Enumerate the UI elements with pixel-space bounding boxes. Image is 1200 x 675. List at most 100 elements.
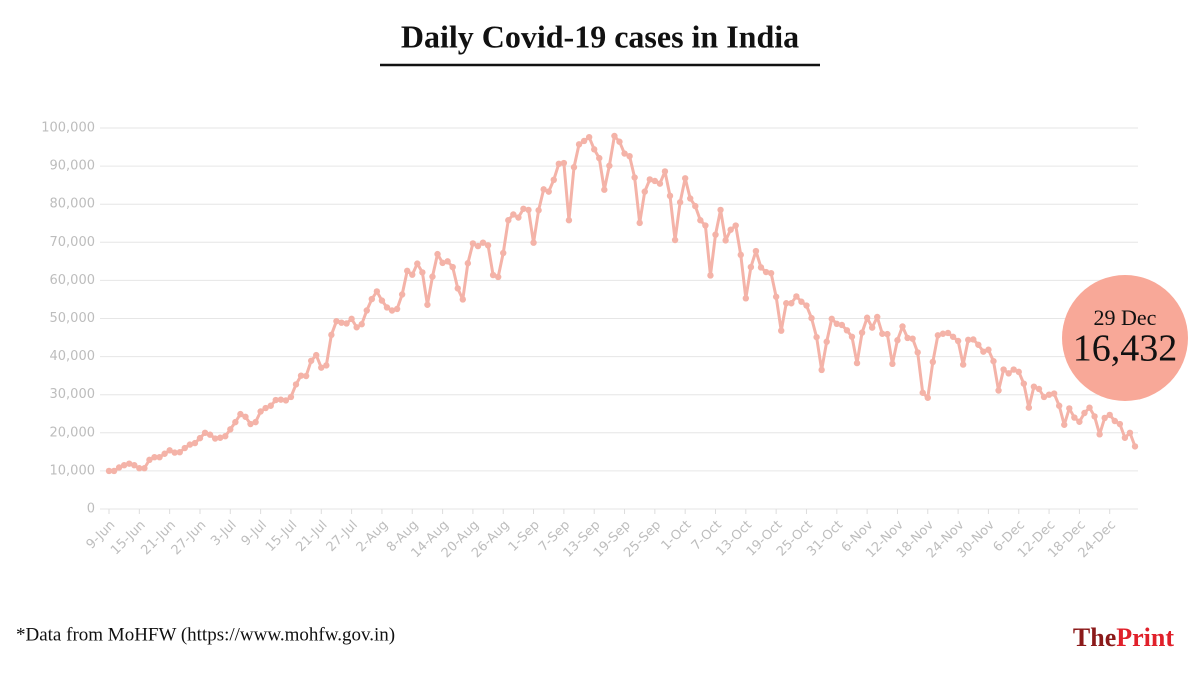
data-point [778, 327, 785, 334]
data-point [803, 302, 810, 309]
data-point [995, 387, 1002, 394]
data-point [747, 263, 755, 271]
data-point [257, 408, 264, 415]
data-point [358, 321, 365, 328]
data-point [227, 426, 234, 433]
data-point [676, 199, 684, 206]
data-point [297, 372, 305, 379]
data-point [737, 251, 744, 259]
data-point [1035, 385, 1043, 393]
x-tick-label: 1-Oct [659, 518, 695, 554]
data-point [1020, 380, 1028, 387]
data-point [414, 260, 421, 267]
data-point [975, 341, 982, 348]
data-point [752, 247, 760, 255]
data-point [307, 357, 315, 364]
data-point [126, 460, 133, 467]
data-point [772, 293, 780, 300]
data-point [565, 217, 573, 224]
data-point [206, 431, 214, 438]
data-point [500, 249, 507, 257]
data-point [944, 329, 952, 337]
x-tick-label: 3-Jul [208, 518, 239, 549]
data-point [1050, 390, 1058, 397]
data-point [985, 346, 992, 353]
data-point [454, 285, 461, 292]
data-point [282, 397, 290, 404]
data-point [530, 239, 537, 246]
data-point [949, 333, 957, 340]
annotation-date: 29 Dec [1094, 305, 1157, 330]
data-point [110, 467, 118, 475]
data-point [823, 338, 830, 345]
data-point [424, 301, 431, 308]
data-point [681, 175, 689, 182]
y-tick-label: 90,000 [50, 159, 96, 174]
data-point [146, 456, 153, 464]
data-point [373, 288, 381, 295]
data-point [348, 315, 355, 323]
data-point [237, 410, 244, 418]
data-point [120, 461, 128, 469]
data-point [732, 222, 739, 229]
data-point [1126, 429, 1134, 436]
data-point [388, 307, 396, 314]
data-point [646, 176, 653, 183]
data-point [636, 219, 643, 227]
y-tick-label: 40,000 [50, 349, 96, 364]
y-tick-label: 0 [87, 502, 95, 517]
data-point [813, 333, 820, 341]
data-point [434, 250, 441, 258]
data-point [616, 138, 623, 145]
data-point [252, 418, 259, 426]
data-point [338, 319, 345, 326]
data-point [525, 206, 532, 214]
data-point [115, 464, 123, 471]
data-point [980, 348, 987, 355]
data-point [1131, 443, 1139, 450]
data-point [722, 237, 729, 244]
data-point [201, 429, 209, 436]
data-point [712, 231, 719, 238]
data-point [641, 188, 648, 195]
data-point [378, 297, 386, 304]
data-point [409, 271, 416, 278]
data-point [222, 433, 229, 440]
y-tick-label: 80,000 [50, 197, 96, 212]
x-tick-label: 21-Jul [293, 518, 330, 555]
data-point [889, 360, 896, 368]
data-point [874, 313, 881, 321]
data-point [474, 242, 482, 250]
data-point [606, 162, 613, 169]
data-point [591, 146, 598, 153]
data-point [505, 217, 512, 224]
data-point [1096, 431, 1103, 438]
data-point [783, 300, 790, 307]
x-tick-label: 2-Aug [354, 518, 392, 556]
x-tick-label: 27-Jun [169, 518, 210, 559]
data-point [1111, 417, 1118, 425]
data-point [863, 314, 871, 321]
chart-title: Daily Covid-19 cases in India [401, 18, 799, 54]
data-point [1045, 391, 1053, 398]
data-point [687, 195, 694, 202]
data-point [191, 439, 199, 447]
y-tick-label: 30,000 [50, 387, 96, 402]
data-point [368, 295, 376, 303]
data-point [313, 351, 320, 359]
data-point [161, 450, 168, 457]
data-point [277, 396, 285, 403]
data-point [651, 177, 659, 185]
data-point [585, 133, 593, 141]
y-tick-label: 100,000 [41, 121, 95, 136]
data-point [904, 334, 911, 342]
data-point [181, 444, 189, 452]
data-point [545, 188, 552, 195]
data-point [267, 402, 274, 409]
data-point [343, 320, 350, 327]
data-point [570, 164, 578, 171]
data-point [621, 150, 628, 157]
data-point [429, 273, 436, 280]
y-tick-label: 50,000 [50, 311, 96, 326]
